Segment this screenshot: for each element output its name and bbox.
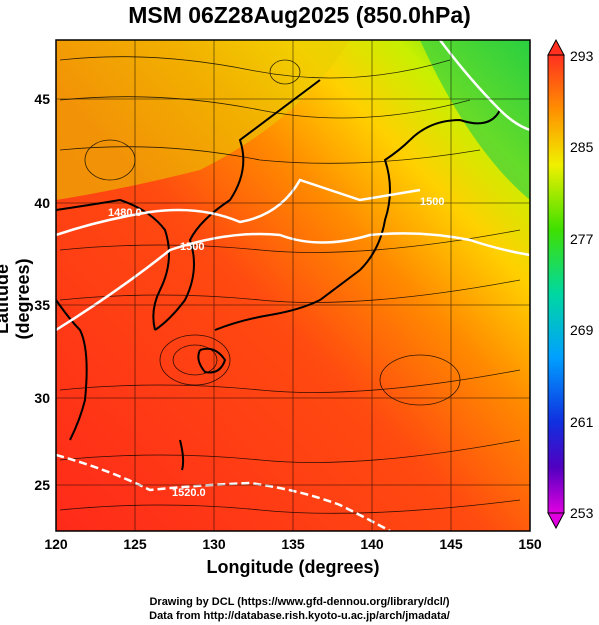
contour-label: 1520.0 [172,487,206,499]
x-tick-label: 125 [123,536,147,552]
y-tick-label: 45 [34,91,50,107]
x-tick-label: 135 [281,536,305,552]
x-axis: 120 125 130 135 140 145 150 [44,536,542,552]
streamlines [59,56,521,514]
x-tick-label: 130 [202,536,226,552]
footer-credit: Drawing by DCL (https://www.gfd-dennou.o… [149,596,450,608]
contour-label: 1500 [420,196,444,208]
footer-source: Data from http://database.rish.kyoto-u.a… [149,610,450,622]
colorbar-ticks: 293 285 277 269 261 253 [570,48,594,521]
y-axis-label: Latitude (degrees) [0,258,33,340]
contour-label: 1500 [180,241,204,253]
x-tick-label: 140 [360,536,384,552]
colorbar-tick-label: 293 [570,48,594,64]
x-axis-label: Longitude (degrees) [206,557,380,577]
y-axis: 25 30 35 40 45 [34,91,50,493]
colorbar-top-arrow [547,38,565,56]
height-contours [56,40,530,531]
colorbar-tick-label: 277 [570,231,594,247]
green-region [420,40,530,200]
grid-lines [56,40,530,531]
map-title: MSM 06Z28Aug2025 (850.0hPa) [128,2,471,28]
colorbar-tick-label: 261 [570,414,594,430]
x-tick-label: 150 [518,536,542,552]
colorbar [547,54,565,514]
colorbar-tick-label: 269 [570,322,594,338]
y-tick-label: 25 [34,477,50,493]
x-tick-label: 145 [439,536,463,552]
colorbar-tick-label: 253 [570,505,594,521]
colorbar-tick-label: 285 [570,139,594,155]
y-tick-label: 40 [34,195,50,211]
y-tick-label: 35 [34,297,50,313]
contour-label: 1480.0 [108,207,142,219]
warm-tongue [56,40,350,200]
colorbar-bottom-arrow [547,512,565,530]
plot-frame [55,39,531,532]
x-tick-label: 120 [44,536,68,552]
y-tick-label: 30 [34,390,50,406]
